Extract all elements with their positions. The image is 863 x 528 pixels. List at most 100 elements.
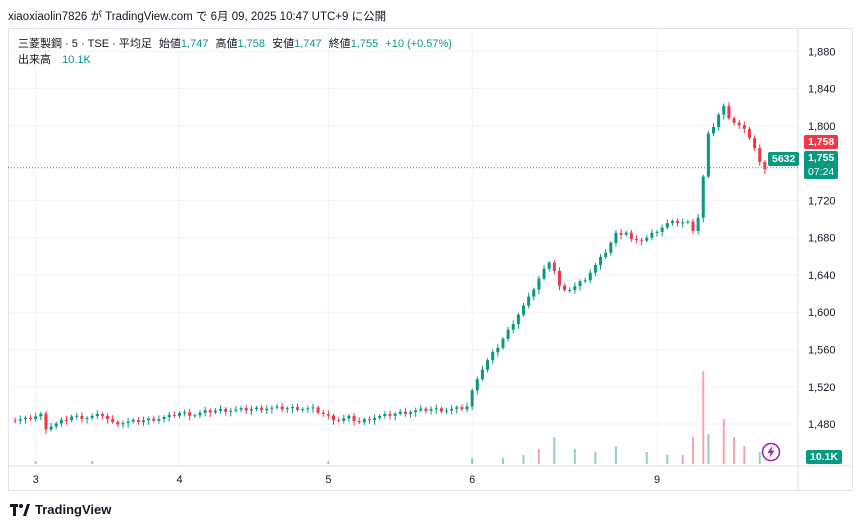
candle-body — [13, 420, 17, 422]
candle-body — [480, 369, 484, 380]
candle-body — [39, 413, 43, 417]
y-tick-label: 1,600 — [808, 307, 836, 319]
lightning-icon[interactable] — [761, 442, 781, 462]
candle-body — [347, 415, 351, 419]
candle-body — [316, 407, 320, 413]
y-tick-label: 1,680 — [808, 233, 836, 245]
candle-body — [665, 223, 669, 228]
candle-body — [29, 417, 33, 419]
candle-body — [188, 412, 192, 416]
candle-body — [388, 413, 392, 416]
candle-body — [270, 407, 274, 409]
candle-body — [419, 408, 423, 411]
volume-bar — [34, 461, 37, 464]
close-value: 1,755 — [350, 38, 379, 50]
low-value: 1,747 — [294, 38, 322, 50]
candle-body — [593, 265, 597, 273]
candle-body — [59, 419, 63, 424]
candle-body — [183, 412, 187, 414]
candle-body — [409, 412, 413, 414]
candle-body — [640, 239, 644, 241]
candle-body — [301, 409, 305, 411]
candle-body — [460, 407, 464, 410]
candle-body — [373, 418, 377, 421]
volume-bar — [707, 434, 710, 464]
candle-body — [54, 423, 58, 427]
volume-bar — [733, 437, 736, 464]
candle-body — [342, 418, 346, 421]
candle-body — [18, 419, 22, 421]
candle-body — [260, 407, 264, 411]
candle-body — [177, 412, 181, 416]
candle-body — [583, 280, 587, 282]
volume-bar — [666, 455, 669, 464]
x-tick-label: 5 — [325, 474, 331, 486]
candle-body — [80, 415, 84, 419]
candle-body — [70, 416, 74, 421]
candle-body — [547, 262, 551, 269]
y-tick-label: 1,720 — [808, 195, 836, 207]
y-tick-label: 1,480 — [808, 419, 836, 431]
candle-body — [588, 272, 592, 281]
candle-body — [511, 324, 515, 330]
price-chart[interactable]: 1,480 1,520 1,560 1,600 1,640 1,680 1,720 1,800… — [8, 28, 853, 491]
volume-bar — [743, 446, 746, 464]
x-tick-label: 3 — [33, 474, 39, 486]
candle-body — [208, 410, 212, 413]
candle-body — [475, 379, 479, 391]
candle-body — [311, 407, 315, 409]
candle-body — [717, 114, 721, 127]
candle-body — [337, 420, 341, 422]
candle-body — [44, 413, 48, 430]
volume-value: 10.1K — [62, 54, 91, 66]
candle-body — [296, 407, 300, 410]
candle-body — [624, 232, 628, 235]
candle-body — [722, 106, 726, 115]
candle-body — [213, 410, 217, 413]
candle-body — [444, 410, 448, 412]
candle-body — [742, 125, 746, 129]
candle-body — [557, 270, 561, 286]
legend: 三菱製鋼 · 5 · TSE · 平均足 始値1,747 高値1,758 安値1… — [18, 36, 452, 68]
candle-body — [157, 419, 161, 421]
candle-body — [470, 390, 474, 407]
candle-body — [398, 411, 402, 414]
candle-body — [136, 419, 140, 423]
volume-bar — [501, 458, 504, 464]
candle-body — [676, 221, 680, 223]
countdown-tag: 07:24 — [804, 165, 839, 179]
candle-body — [198, 412, 202, 416]
candle-body — [167, 414, 171, 417]
candle-body — [455, 407, 459, 409]
candle-body — [758, 148, 762, 163]
open-label: 始値 — [158, 38, 181, 50]
volume-label: 出来高 — [18, 54, 51, 66]
candle-body — [393, 413, 397, 416]
candle-body — [64, 419, 68, 421]
brand-logo[interactable]: TradingView — [10, 502, 111, 517]
candle-body — [568, 290, 572, 292]
volume-bar — [681, 455, 684, 464]
candle-body — [532, 289, 536, 297]
high-value: 1,758 — [237, 38, 266, 50]
candle-body — [614, 232, 618, 243]
candle-body — [619, 232, 623, 235]
candle-body — [650, 232, 654, 238]
candle-body — [732, 118, 736, 123]
volume-bar — [522, 455, 525, 464]
candle-body — [660, 227, 664, 232]
candle-body — [573, 286, 577, 291]
candle-body — [172, 414, 176, 416]
candle-body — [686, 221, 690, 223]
volume-bar — [573, 449, 576, 464]
candle-body — [203, 410, 207, 413]
candle-body — [634, 238, 638, 240]
high-label: 高値 — [215, 38, 238, 50]
candle-body — [244, 408, 248, 411]
candle-body — [280, 406, 284, 410]
volume-bar — [553, 437, 556, 464]
candle-body — [193, 415, 197, 417]
candle-body — [285, 408, 289, 410]
candle-body — [439, 408, 443, 412]
candle-body — [491, 352, 495, 361]
